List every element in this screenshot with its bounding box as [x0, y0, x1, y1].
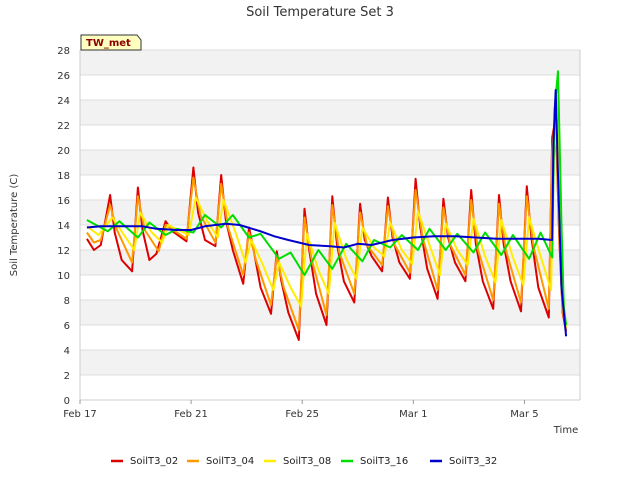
grid-band [80, 200, 580, 225]
x-tick-label: Mar 1 [399, 409, 427, 420]
legend-label-soilt3_32: SoilT3_32 [449, 456, 497, 467]
grid-band [80, 150, 580, 175]
x-tick-label: Feb 25 [285, 409, 319, 420]
y-tick-label: 26 [57, 71, 70, 82]
series-line-soilt3_08 [86, 117, 568, 328]
legend-label-soilt3_08: SoilT3_08 [283, 456, 331, 467]
y-tick-label: 28 [57, 46, 70, 57]
y-tick-label: 8 [64, 296, 70, 307]
y-tick-label: 0 [64, 396, 70, 407]
y-tick-label: 2 [64, 371, 70, 382]
series-line-soilt3_32 [86, 89, 568, 337]
y-tick-label: 18 [57, 171, 70, 182]
x-axis-label: Time [553, 425, 578, 436]
y-tick-label: 4 [64, 346, 70, 357]
station-badge: TW_met [80, 34, 142, 51]
station-badge-label: TW_met [86, 38, 131, 49]
y-tick-label: 12 [57, 246, 70, 257]
series-line-soilt3_04 [86, 111, 568, 331]
grid-band [80, 100, 580, 125]
y-tick-label: 14 [57, 221, 70, 232]
y-tick-label: 20 [57, 146, 70, 157]
legend-label-soilt3_02: SoilT3_02 [130, 456, 178, 467]
series-line-soilt3_16 [86, 70, 568, 326]
legend-label-soilt3_04: SoilT3_04 [206, 456, 254, 467]
x-tick-label: Feb 17 [63, 409, 97, 420]
y-tick-label: 24 [57, 96, 70, 107]
station-badge-box [80, 34, 142, 51]
y-tick-label: 10 [57, 271, 70, 282]
legend-label-soilt3_16: SoilT3_16 [360, 456, 408, 467]
y-tick-label: 6 [64, 321, 70, 332]
x-ticks: Feb 17 Feb 21 Feb 25 Mar 1 Mar 5 [63, 400, 539, 420]
legend: SoilT3_02 SoilT3_04 SoilT3_08 SoilT3_16 Soil… [111, 456, 497, 467]
x-tick-label: Mar 5 [510, 409, 538, 420]
x-tick-label: Feb 21 [174, 409, 208, 420]
grid-band [80, 50, 580, 75]
chart-title: Soil Temperature Set 3 [246, 5, 394, 20]
y-axis-label: Soil Temperature (C) [9, 174, 20, 277]
grid-band [80, 350, 580, 375]
axes [79, 50, 581, 401]
series-layer [86, 70, 568, 341]
y-tick-label: 22 [57, 121, 70, 132]
y-tick-label: 16 [57, 196, 70, 207]
grid-band [80, 300, 580, 325]
